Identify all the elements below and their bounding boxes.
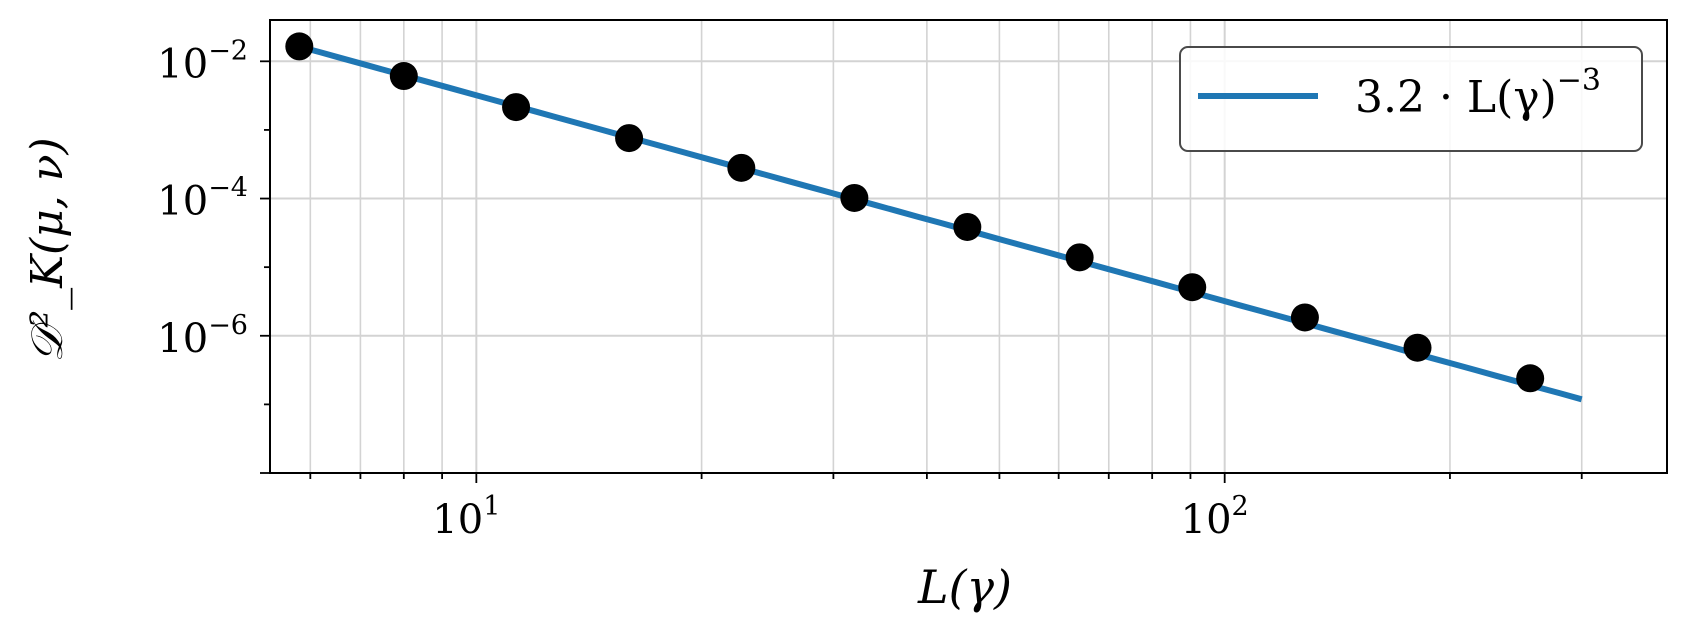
legend-box (1179, 46, 1643, 152)
y-tick-label: 10−4 (157, 173, 248, 225)
y-tick-label: 10−2 (157, 35, 248, 87)
legend-label-text: 3.2 · L(γ) (1355, 72, 1557, 123)
data-point (285, 32, 314, 61)
data-point (727, 153, 756, 182)
legend: 3.2 · L(γ)−3 (1179, 46, 1643, 152)
data-point-series (285, 32, 1545, 393)
data-point (1290, 303, 1319, 332)
x-tick-label: 101 (432, 491, 500, 543)
data-point (1178, 273, 1207, 302)
axis-ticks: 101 102 10−2 10−4 10−6 (157, 35, 1583, 543)
data-point (615, 124, 644, 153)
y-axis-label: 𝒟²_K(μ, ν) (22, 137, 73, 362)
legend-label-exp: −3 (1557, 63, 1601, 98)
data-point (953, 212, 982, 241)
x-tick-label: 102 (1181, 491, 1249, 543)
data-point (840, 183, 869, 212)
data-point (1516, 364, 1545, 393)
x-axis-label: L(γ) (917, 560, 1012, 614)
data-point (1403, 333, 1432, 362)
axes-frame (269, 19, 1668, 474)
data-point (502, 93, 531, 122)
data-point (389, 62, 418, 91)
data-point (1065, 243, 1094, 272)
legend-label: 3.2 · L(γ)−3 (1355, 63, 1601, 123)
y-tick-label: 10−6 (157, 310, 248, 362)
